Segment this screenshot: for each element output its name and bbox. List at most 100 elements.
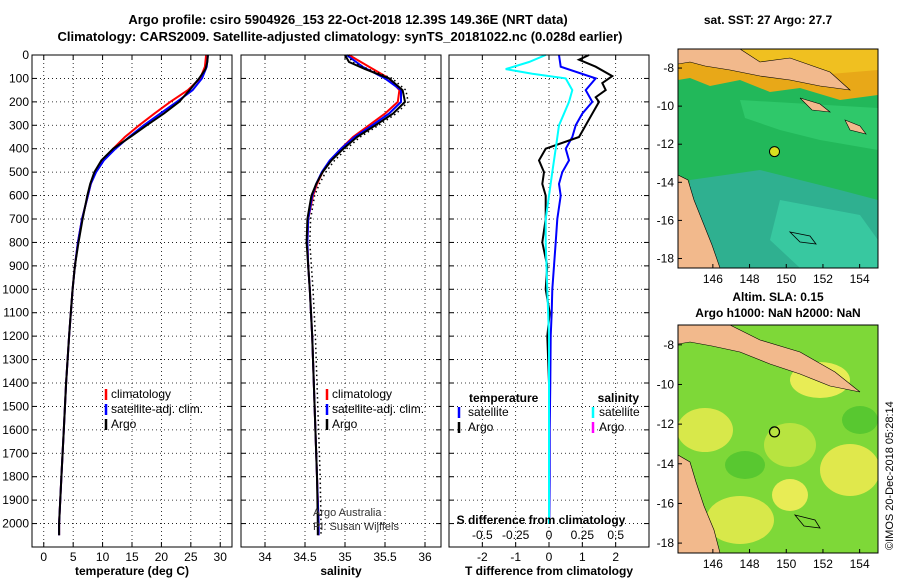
x-tick-label: 25	[184, 550, 198, 564]
sla-low-region	[842, 406, 878, 434]
x-tick-label: 2	[612, 550, 619, 564]
plot-frame	[240, 54, 442, 548]
sla-high-region	[706, 496, 774, 544]
top-tick-label: -0.5	[472, 528, 493, 542]
x-tick-label: 30	[214, 550, 228, 564]
map-y-tick-label: -10	[657, 377, 675, 391]
sla-map-frame	[677, 324, 879, 554]
map-y-tick-label: -14	[657, 175, 675, 189]
map-x-tick-label: 154	[850, 557, 870, 571]
legend-label: satellite-adj. clim.	[332, 402, 424, 416]
y-tick-label: 1000	[2, 282, 29, 296]
y-tick-label: 1600	[2, 423, 29, 437]
x-axis-label: T difference from climatology	[465, 564, 633, 578]
sst-coolest-region	[770, 200, 878, 268]
x-tick-label: 1	[579, 550, 586, 564]
legend-label: Argo	[332, 417, 358, 431]
map-y-tick-label: -18	[657, 536, 675, 550]
map-y-tick-label: -8	[663, 338, 674, 352]
map-y-tick-label: -16	[657, 496, 675, 510]
map-x-tick-label: 154	[850, 272, 870, 286]
sla-map-title: Altim. SLA: 0.15	[732, 290, 824, 304]
x-tick-label: -2	[477, 550, 488, 564]
map-x-tick-label: 148	[740, 272, 760, 286]
y-tick-label: 800	[9, 235, 29, 249]
sla-high-region	[820, 444, 878, 496]
map-y-tick-label: -16	[657, 213, 675, 227]
sla-map-subtitle: Argo h1000: NaN h2000: NaN	[695, 306, 860, 320]
top-tick-label: 0.5	[607, 528, 624, 542]
plot-frame	[448, 54, 650, 548]
sst-mid-region	[740, 100, 878, 150]
sst-map: sat. SST: 27 Argo: 27.7 146 148 150 152 154 -…	[657, 13, 879, 286]
plot-frame	[31, 54, 233, 548]
y-tick-label: 600	[9, 189, 29, 203]
sla-high-region	[678, 408, 733, 452]
sla-reef-outline	[793, 514, 821, 529]
map-x-tick-label: 146	[703, 272, 723, 286]
y-tick-label: 900	[9, 259, 29, 273]
x-tick-label: 20	[155, 550, 169, 564]
temperature-panel: 0 5 10 15 20 25 300100200300400500600700800900…	[2, 48, 233, 578]
sla-low-region	[725, 451, 765, 479]
sla-high-region	[764, 423, 816, 467]
sst-land-png	[678, 49, 851, 91]
map-y-tick-label: -18	[657, 251, 675, 265]
map-x-tick-label: 150	[776, 272, 796, 286]
x-tick-label: 36	[418, 550, 432, 564]
y-tick-label: 1700	[2, 446, 29, 460]
sst-land-island	[844, 119, 867, 135]
map-y-tick-label: -10	[657, 99, 675, 113]
y-tick-label: 1100	[3, 306, 29, 320]
y-tick-label: 1500	[2, 399, 29, 413]
sst-map-frame	[677, 48, 879, 269]
legend-label: satellite-adj. clim.	[111, 402, 203, 416]
panel-annotation: PI: Susan Wijffels	[313, 521, 399, 533]
y-tick-label: 1800	[2, 470, 29, 484]
y-tick-label: 2000	[2, 517, 29, 531]
x-tick-label: 34	[258, 550, 272, 564]
x-tick-label: 0	[546, 550, 553, 564]
y-tick-label: 1200	[2, 329, 29, 343]
sst-land-island	[799, 97, 831, 113]
map-x-tick-label: 150	[776, 557, 796, 571]
map-y-tick-label: -12	[657, 137, 675, 151]
y-tick-label: 1900	[2, 493, 29, 507]
sst-land-australia	[678, 174, 721, 268]
legend-label: Argo	[468, 420, 494, 434]
legend-title-salinity: salinity	[598, 391, 640, 405]
x-tick-label: 0	[40, 550, 47, 564]
y-tick-label: 100	[9, 71, 29, 85]
x-tick-label: 10	[96, 550, 110, 564]
top-tick-label: -0.25	[502, 528, 530, 542]
salinity-panel: 34 34.5 35 35.5 36 salinity climatologysatelli…	[240, 54, 442, 578]
difference-panel: -2 -1 0 1 2T difference from climatology temp…	[448, 54, 650, 578]
legend-label: Argo	[599, 420, 625, 434]
y-tick-label: 0	[22, 48, 29, 62]
series-line-salinity-satellite	[505, 54, 574, 524]
sst-map-title: sat. SST: 27 Argo: 27.7	[704, 13, 833, 27]
legend-label: climatology	[332, 387, 392, 401]
y-tick-label: 1300	[2, 353, 29, 367]
header-title: Argo profile: csiro 5904926_153 22-Oct-2…	[128, 12, 567, 27]
map-x-tick-label: 148	[740, 557, 760, 571]
x-axis-label: temperature (deg C)	[75, 564, 189, 578]
map-x-tick-label: 152	[813, 272, 833, 286]
x-tick-label: 34.5	[293, 550, 317, 564]
y-tick-label: 300	[9, 118, 29, 132]
series-line-temperature-argo	[537, 54, 615, 524]
sla-land-australia	[678, 454, 721, 553]
header-subtitle: Climatology: CARS2009. Satellite-adjuste…	[58, 29, 623, 44]
sst-reef-outline	[788, 231, 817, 245]
legend-label: Argo	[111, 417, 137, 431]
x-axis-label: salinity	[320, 564, 362, 578]
y-tick-label: 1400	[2, 376, 29, 390]
series-line-temperature-satellite	[548, 54, 598, 524]
x-tick-label: -1	[510, 550, 521, 564]
map-y-tick-label: -8	[663, 61, 674, 75]
x-tick-label: 35.5	[373, 550, 397, 564]
sla-land-png	[678, 325, 861, 393]
map-y-tick-label: -12	[657, 417, 675, 431]
